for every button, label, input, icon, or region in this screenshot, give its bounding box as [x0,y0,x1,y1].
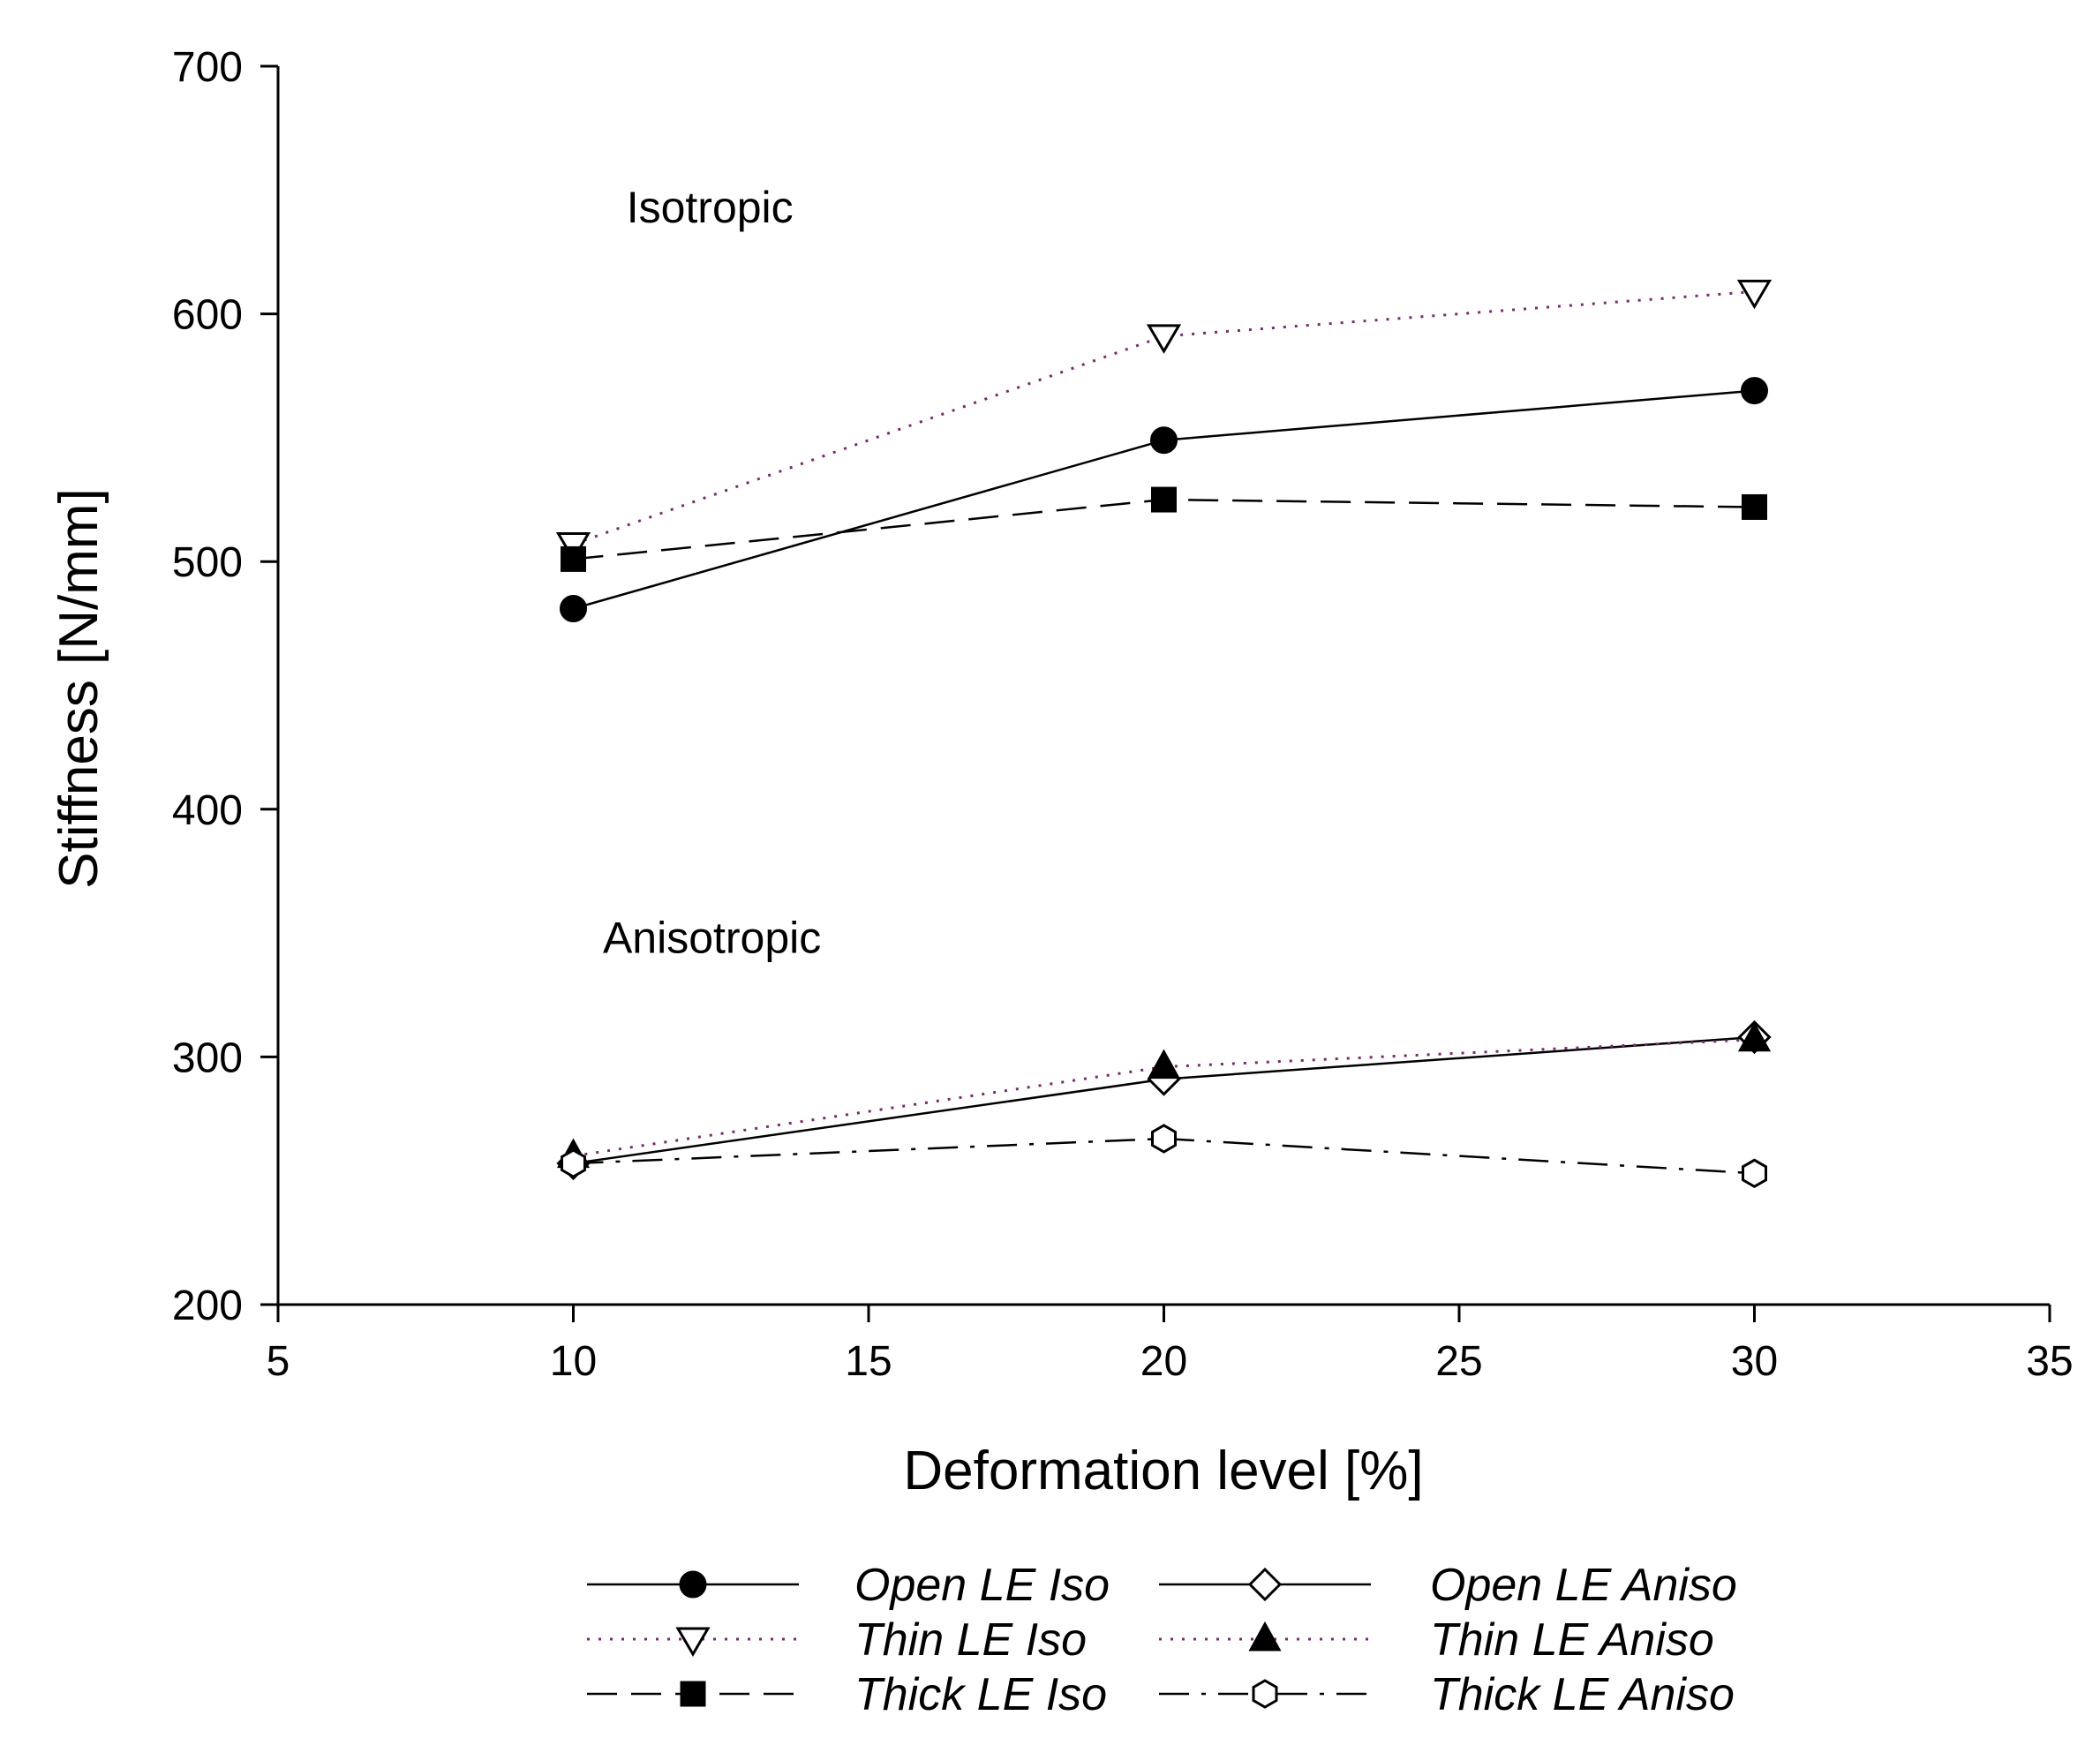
legend-marker-open-le-iso [679,1570,707,1599]
y-tick-label-200: 200 [172,1283,243,1329]
point-open-le-iso-20 [1150,426,1178,455]
legend-item-thick-le-aniso: Thick LE Aniso [1159,1669,1735,1720]
text-layer: Deformation level [%] Stiffness [N/mm] I… [49,183,1424,1501]
series-thin-le-iso [555,279,1773,562]
legend-label-open-le-iso: Open LE Iso [854,1560,1110,1611]
legend-marker-thick-le-iso [680,1681,706,1707]
x-tick-label-35: 35 [2026,1338,2073,1385]
x-tick-label-25: 25 [1435,1338,1482,1385]
point-thick-le-aniso-10 [561,1148,586,1178]
point-open-le-iso-10 [560,595,587,623]
x-tick-label-20: 20 [1140,1338,1187,1385]
legend: Open LE Iso Open LE Aniso Thin LE Iso Thin … [587,1560,1737,1720]
y-tick-label-400: 400 [172,787,243,834]
y-axis-title: Stiffness [N/mm] [49,488,109,889]
annotation-anisotropic: Anisotropic [603,914,821,963]
series-line-thick-le-aniso [573,1137,1755,1175]
point-thin-le-iso-20 [1146,324,1182,354]
legend-item-open-le-iso: Open LE Iso [587,1560,1110,1611]
x-tick-label-30: 30 [1731,1338,1778,1385]
legend-label-thick-le-iso: Thick LE Iso [854,1669,1107,1720]
series-open-le-iso [560,377,1768,623]
legend-marker-thin-le-iso [675,1627,711,1657]
legend-item-thin-le-aniso: Thin LE Aniso [1159,1614,1714,1666]
point-thin-le-aniso-30 [1737,1021,1772,1052]
y-tick-label-300: 300 [172,1034,243,1081]
series-layer [555,279,1773,1189]
legend-item-thin-le-iso: Thin LE Iso [587,1614,1087,1666]
y-tick-label-600: 600 [172,292,243,339]
point-thick-le-aniso-30 [1742,1158,1767,1189]
series-thick-le-iso [561,486,1767,572]
x-tick-label-5: 5 [267,1338,290,1385]
x-tick-label-15: 15 [845,1338,892,1385]
point-open-le-iso-30 [1741,377,1768,405]
x-axis-title: Deformation level [%] [903,1441,1423,1501]
legend-item-thick-le-iso: Thick LE Iso [587,1669,1107,1720]
legend-label-thin-le-iso: Thin LE Iso [854,1614,1087,1666]
point-thick-le-iso-10 [561,545,586,572]
legend-marker-thick-le-aniso [1252,1679,1278,1709]
annotation-isotropic: Isotropic [627,183,794,232]
legend-marker-open-le-aniso [1247,1567,1283,1602]
point-thick-le-iso-20 [1151,486,1177,513]
point-thin-le-iso-30 [1736,279,1773,310]
axes: 200 300 400 500 600 700 5 10 15 20 25 30 35 [172,44,2074,1385]
x-tick-label-10: 10 [550,1338,597,1385]
legend-label-open-le-aniso: Open LE Aniso [1430,1560,1737,1611]
legend-label-thick-le-aniso: Thick LE Aniso [1430,1669,1735,1720]
legend-item-open-le-aniso: Open LE Aniso [1159,1560,1737,1611]
series-thick-le-aniso [561,1124,1767,1189]
legend-label-thin-le-aniso: Thin LE Aniso [1430,1614,1714,1666]
y-tick-label-500: 500 [172,539,243,586]
point-thick-le-aniso-20 [1151,1124,1177,1154]
point-thin-le-aniso-20 [1147,1049,1181,1080]
series-line-thin-le-iso [573,290,1755,545]
point-thick-le-iso-30 [1742,493,1767,520]
legend-marker-thin-le-aniso [1248,1621,1282,1651]
y-tick-label-700: 700 [172,44,243,91]
series-open-le-aniso [556,1019,1772,1181]
